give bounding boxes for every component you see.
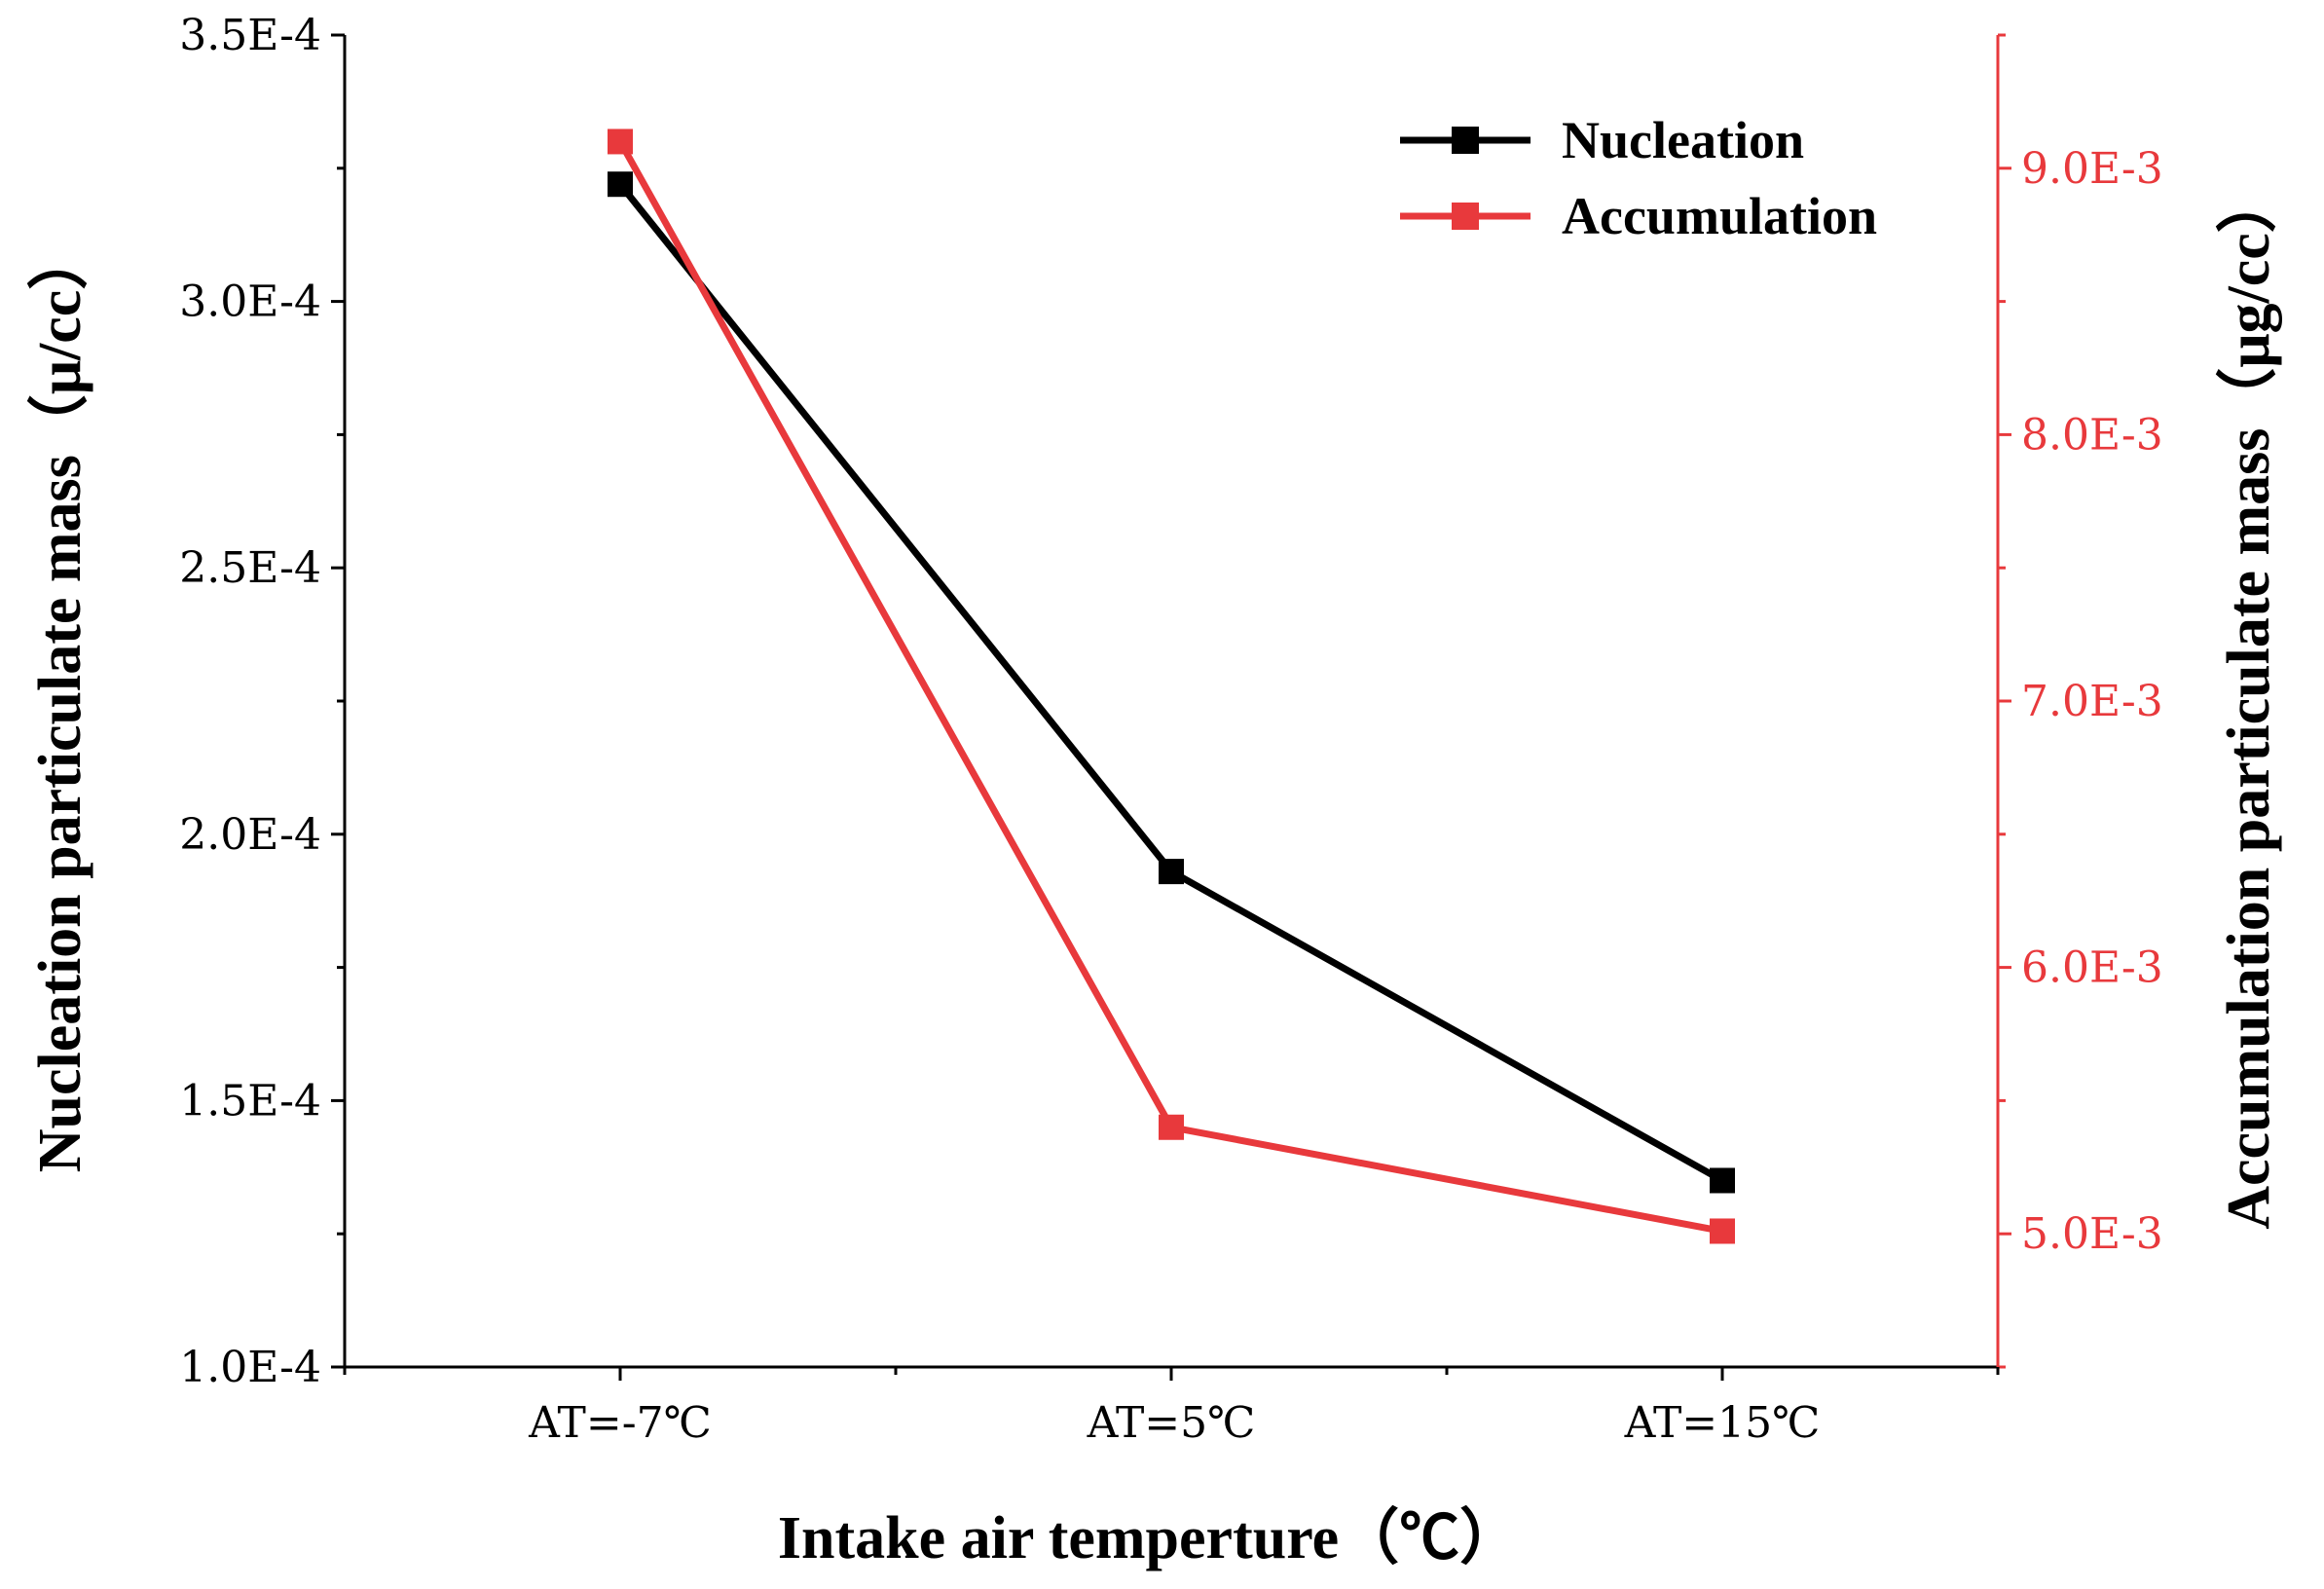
legend: Nucleation Accumulation: [1400, 111, 1877, 245]
x-tick-label: AT=5℃: [1087, 1398, 1256, 1448]
series-line-accumulation: [616, 139, 1723, 1235]
ticks: 1.0E-4 1.5E-4 2.0E-4 2.5E-4 3.0E-4 3.5E-4 5.0E…: [179, 11, 2163, 1448]
left-tick-label: 3.0E-4: [179, 277, 321, 327]
legend-label-accumulation: Accumulation: [1562, 187, 1877, 245]
x-axis-title: Intake air temperture（℃）: [778, 1503, 1520, 1571]
data-point-accumulation: [1159, 1114, 1184, 1140]
x-tick-label: AT=15℃: [1624, 1398, 1821, 1448]
series-line-nucleation: [617, 182, 1724, 1184]
legend-label-nucleation: Nucleation: [1562, 111, 1804, 169]
right-y-axis-title: Accumulation particulate mass（μg/cc）: [2214, 172, 2282, 1230]
legend-marker-accumulation: [1452, 203, 1479, 230]
right-tick-label: 7.0E-3: [2021, 677, 2163, 726]
x-tick-label: AT=-7℃: [528, 1398, 712, 1448]
data-point-accumulation: [608, 129, 633, 155]
right-tick-label: 8.0E-3: [2021, 410, 2163, 460]
right-tick-label: 6.0E-3: [2021, 943, 2163, 993]
left-y-axis-title: Nucleation particulate mass（μ/cc）: [25, 230, 93, 1172]
series-layer: [608, 129, 1735, 1244]
left-tick-label: 2.5E-4: [179, 543, 321, 593]
left-tick-label: 1.5E-4: [179, 1076, 321, 1126]
right-tick-label: 5.0E-3: [2021, 1209, 2163, 1259]
left-tick-label: 1.0E-4: [179, 1343, 321, 1392]
legend-marker-nucleation: [1452, 127, 1479, 154]
data-point-nucleation: [1710, 1167, 1735, 1194]
data-point-accumulation: [1710, 1218, 1735, 1244]
data-point-nucleation: [608, 171, 633, 198]
left-tick-label: 3.5E-4: [179, 11, 321, 60]
left-tick-label: 2.0E-4: [179, 810, 321, 860]
right-tick-label: 9.0E-3: [2021, 144, 2163, 194]
data-point-nucleation: [1159, 859, 1184, 885]
